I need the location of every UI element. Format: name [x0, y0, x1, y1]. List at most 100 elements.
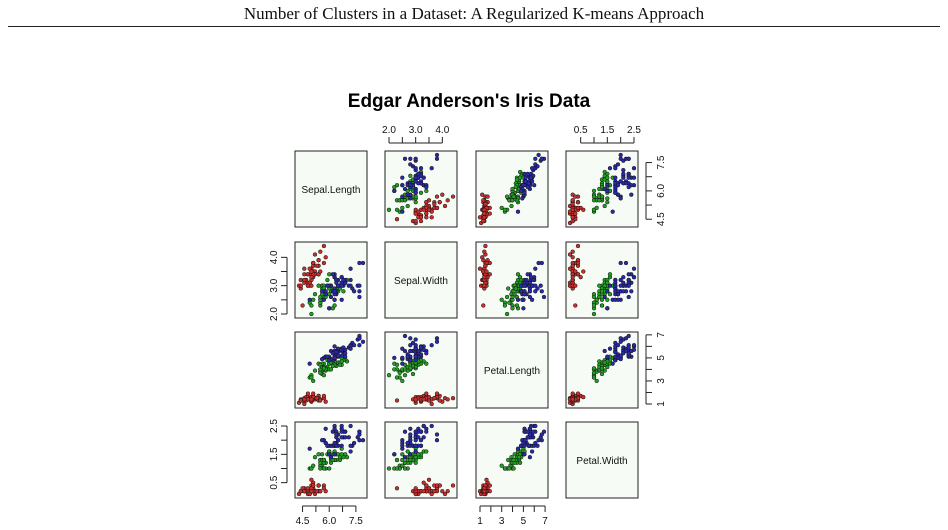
data-point [522, 283, 527, 288]
data-point [599, 297, 605, 302]
data-point [605, 196, 610, 201]
data-point [309, 303, 314, 308]
data-point [575, 243, 581, 249]
data-point [613, 283, 618, 288]
data-point [591, 366, 597, 371]
data-point [482, 249, 487, 254]
data-point [394, 457, 400, 463]
data-point [599, 366, 605, 371]
data-point [402, 186, 408, 192]
data-point [413, 429, 418, 434]
data-point [339, 275, 344, 280]
data-point [631, 175, 637, 180]
data-point [445, 198, 450, 203]
data-point [298, 398, 303, 403]
data-point [626, 277, 631, 283]
data-point [522, 190, 527, 195]
data-point [510, 294, 515, 300]
data-point [626, 156, 631, 161]
data-point [394, 207, 400, 212]
data-point [309, 269, 314, 274]
data-point [327, 272, 332, 277]
data-point [300, 303, 305, 308]
bottom-tick-label: 7.5 [349, 516, 363, 527]
data-point [339, 435, 344, 440]
data-point [533, 440, 538, 446]
data-point [405, 449, 410, 454]
data-point [335, 353, 341, 358]
data-point [418, 438, 424, 443]
data-point [432, 201, 437, 207]
data-point [522, 443, 527, 448]
data-point [514, 177, 520, 182]
data-point [405, 354, 410, 359]
data-point [312, 455, 318, 460]
data-point [418, 190, 424, 195]
data-point [429, 215, 434, 220]
data-point [319, 356, 325, 362]
data-point [504, 311, 510, 317]
data-point [332, 289, 337, 294]
data-point [529, 297, 535, 302]
data-point [507, 300, 512, 305]
data-point [309, 477, 314, 482]
data-point [434, 336, 440, 341]
data-point [605, 297, 610, 302]
data-point [397, 370, 402, 376]
data-point [591, 294, 597, 300]
data-point [483, 201, 488, 207]
data-point [402, 348, 408, 354]
data-point [421, 435, 426, 440]
data-point [386, 373, 392, 378]
data-point [424, 449, 429, 454]
data-point [615, 162, 621, 167]
data-point [434, 438, 440, 443]
data-point [511, 194, 516, 199]
data-point [321, 486, 327, 491]
data-point [357, 336, 362, 341]
data-point [357, 343, 362, 348]
data-point [482, 211, 487, 216]
data-point [607, 292, 613, 297]
data-point [360, 438, 366, 443]
data-point [314, 489, 319, 494]
data-point [445, 397, 450, 402]
data-point [434, 339, 440, 344]
data-point [605, 306, 610, 311]
data-point [434, 156, 440, 161]
data-point [591, 303, 597, 308]
data-point [626, 351, 631, 356]
data-point [402, 429, 408, 434]
data-point [327, 306, 332, 311]
data-point [499, 463, 504, 468]
data-point [394, 486, 400, 491]
data-point [621, 167, 626, 173]
data-point [339, 429, 344, 434]
data-point [529, 449, 535, 454]
data-point [511, 457, 516, 463]
data-point [483, 263, 488, 268]
data-point [567, 266, 573, 271]
data-point [400, 175, 405, 180]
data-point [521, 306, 526, 311]
data-point [515, 297, 521, 302]
data-point [348, 277, 353, 283]
data-point [421, 175, 426, 180]
data-point [357, 260, 362, 266]
data-point [450, 194, 456, 199]
data-point [334, 432, 339, 437]
data-point [535, 286, 540, 291]
data-point [618, 156, 623, 161]
data-point [400, 452, 405, 457]
data-point [348, 449, 353, 454]
data-point [309, 275, 314, 280]
data-point [424, 215, 429, 220]
data-point [510, 186, 515, 192]
data-point [429, 423, 434, 429]
data-point [394, 375, 400, 380]
data-point [532, 183, 537, 188]
data-point [607, 283, 613, 288]
data-point [434, 391, 440, 396]
top-tick-label: 4.0 [435, 125, 449, 136]
data-point [615, 343, 621, 348]
